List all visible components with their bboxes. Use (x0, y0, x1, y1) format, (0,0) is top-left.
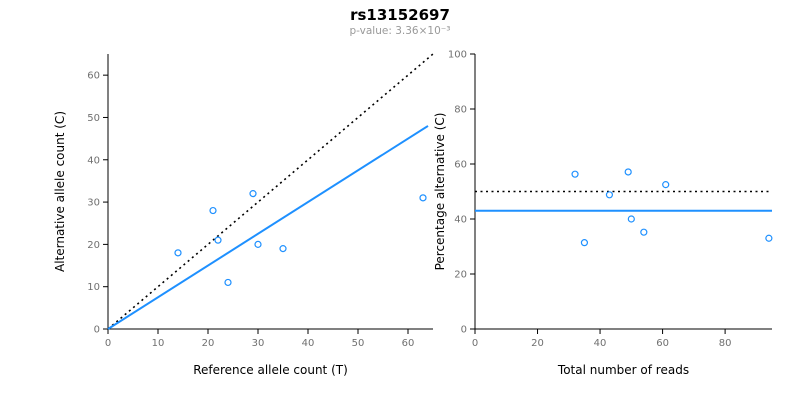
x-tick-label: 50 (352, 338, 365, 349)
y-tick-label: 20 (454, 270, 467, 281)
y-tick-label: 80 (454, 105, 467, 116)
x-tick-label: 40 (302, 338, 315, 349)
data-point (279, 245, 287, 253)
x-tick-label: 0 (472, 338, 478, 349)
identity-line (107, 53, 434, 330)
data-point (419, 194, 427, 202)
x-tick-label: 10 (152, 338, 165, 349)
y-tick-label: 60 (454, 160, 467, 171)
x-tick-label: 80 (719, 338, 732, 349)
data-point (249, 190, 257, 198)
x-axis-title: Total number of reads (557, 363, 689, 377)
data-point (224, 278, 232, 287)
x-tick-label: 20 (531, 338, 544, 349)
data-point (571, 170, 579, 178)
y-tick-label: 30 (87, 198, 100, 209)
data-point (214, 236, 222, 244)
data-point (580, 239, 589, 247)
data-point (662, 181, 670, 189)
y-tick-label: 50 (87, 113, 100, 124)
y-axis-title: Percentage alternative (C) (433, 113, 447, 271)
percentage-alternative-scatter-chart: 0 20 40 60 80 0 20 40 60 80 100 Total number of rea… (430, 42, 790, 387)
data-point (624, 168, 632, 176)
data-point (174, 249, 182, 257)
data-point (627, 215, 635, 223)
y-tick-label: 40 (87, 155, 100, 166)
y-tick-label: 40 (454, 215, 467, 226)
y-tick-label: 10 (87, 282, 100, 293)
x-tick-label: 60 (656, 338, 669, 349)
allele-count-scatter-chart: 0 10 20 30 40 50 60 0 10 20 30 40 50 60 Reference alle… (50, 42, 445, 387)
x-tick-label: 0 (105, 338, 111, 349)
percentage-alternative-svg: 0 20 40 60 80 0 20 40 60 80 100 Total number of rea… (433, 50, 773, 377)
data-point (254, 240, 262, 248)
y-tick-label: 20 (87, 240, 100, 251)
data-point (765, 234, 773, 242)
data-point (209, 206, 217, 215)
x-tick-label: 60 (402, 338, 415, 349)
x-tick-label: 40 (594, 338, 607, 349)
y-tick-label: 60 (87, 71, 100, 82)
data-point (640, 228, 648, 236)
figure-subtitle: p-value: 3.36×10⁻³ (349, 25, 451, 37)
y-axis-title: Alternative allele count (C) (53, 111, 67, 272)
regression-line (107, 125, 429, 330)
figure-title: rs13152697 (350, 6, 450, 24)
data-point (605, 191, 614, 199)
x-tick-label: 20 (202, 338, 215, 349)
allele-counts-svg: 0 10 20 30 40 50 60 0 10 20 30 40 50 60 Reference alle… (53, 53, 434, 377)
x-axis-title: Reference allele count (T) (193, 363, 348, 377)
y-tick-label: 0 (461, 325, 467, 336)
x-tick-label: 30 (252, 338, 265, 349)
y-tick-label: 100 (448, 50, 467, 61)
y-tick-label: 0 (94, 325, 100, 336)
